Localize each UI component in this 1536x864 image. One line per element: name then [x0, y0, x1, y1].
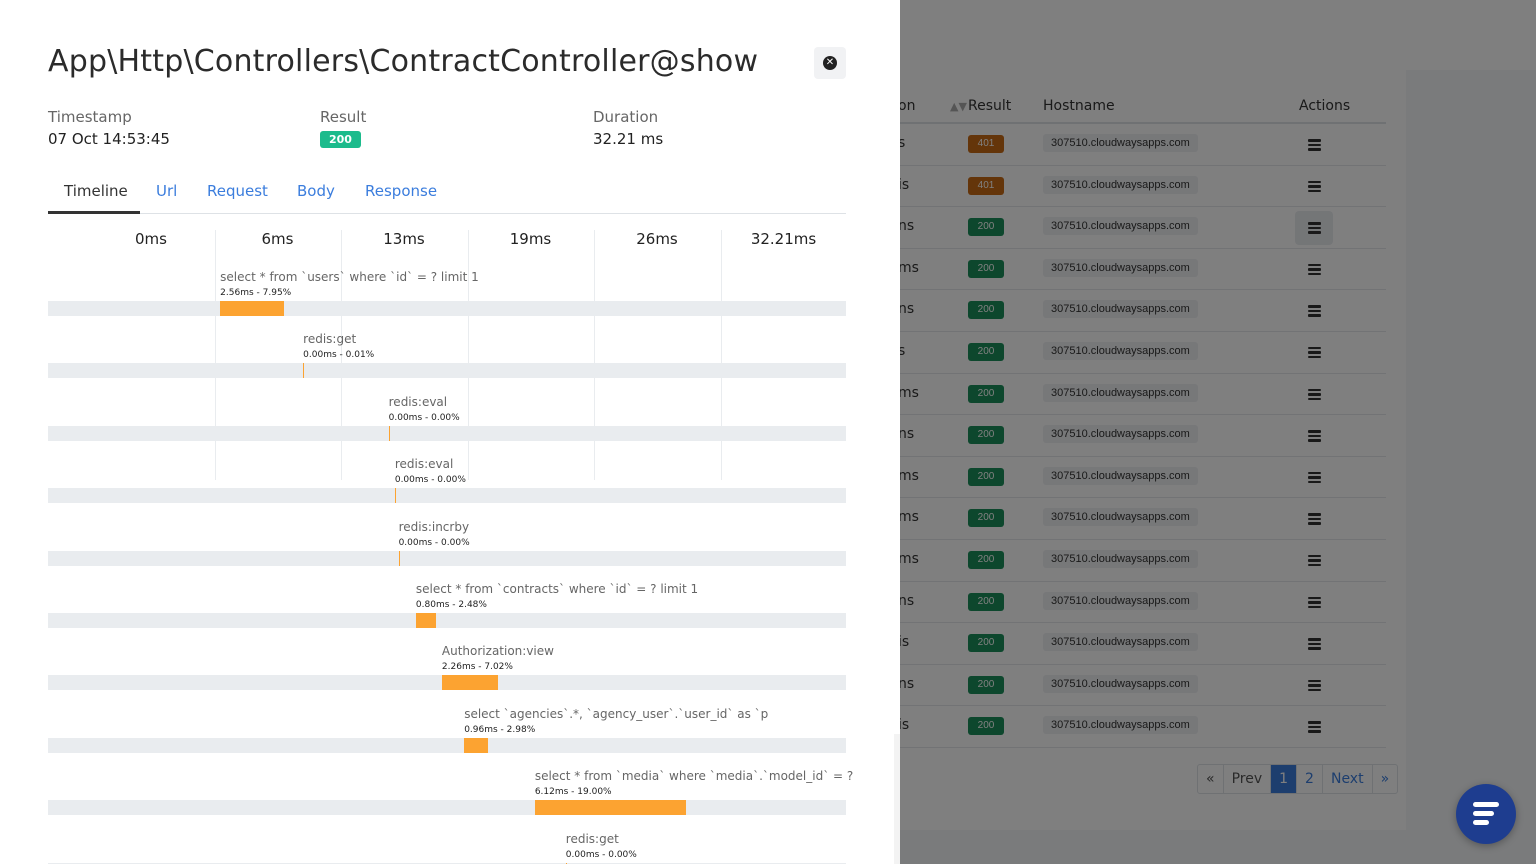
span-time: 0.96ms - 2.98% [464, 724, 536, 735]
duration-label: Duration [593, 108, 659, 126]
timestamp-value: 07 Oct 14:53:45 [48, 130, 170, 148]
span-track [48, 425, 846, 441]
timeline-gridline [467, 230, 469, 480]
timeline-axis-tick: 13ms [383, 230, 425, 248]
status-badge: 200 [320, 131, 361, 148]
span-track [48, 613, 846, 628]
span-track [48, 301, 846, 316]
span-track [48, 488, 846, 504]
span-track [48, 550, 846, 566]
timeline-span: select * from `media` where `media`.`mod… [48, 765, 853, 817]
span-time: 2.26ms - 7.02% [441, 662, 513, 673]
active-tab-indicator [48, 211, 140, 214]
tab-timeline[interactable]: Timeline [64, 182, 128, 200]
timeline-span: select `agencies`.*, `agency_user`.`user… [48, 703, 846, 755]
timeline-axis-tick: 19ms [509, 230, 552, 248]
timeline-axis-tick: 26ms [636, 230, 678, 248]
span-label: select * from `contracts` where `id` = ?… [415, 582, 699, 596]
result-field: Result 200 [320, 108, 366, 148]
span-label: redis:get [303, 332, 357, 347]
span-bar[interactable] [303, 363, 305, 379]
span-bar[interactable] [441, 675, 498, 691]
span-bar[interactable] [415, 613, 436, 628]
result-label: Result [320, 108, 367, 126]
span-track [48, 737, 846, 753]
tab-body[interactable]: Body [297, 182, 335, 200]
span-bar[interactable] [534, 800, 687, 816]
span-bar[interactable] [220, 301, 284, 316]
tab-url[interactable]: Url [156, 182, 178, 200]
timeline-span: select * from `contracts` where `id` = ?… [48, 578, 846, 630]
span-track [48, 800, 846, 816]
close-icon: ✕ [823, 56, 837, 70]
timeline-span: redis:get 0.00ms - 0.01% [48, 328, 846, 380]
scrollbar-thumb[interactable] [894, 0, 900, 734]
span-bar[interactable] [388, 425, 390, 441]
timeline-span: select * from `users` where `id` = ? lim… [48, 266, 846, 318]
span-bar[interactable] [394, 488, 396, 504]
page-title: App\Http\Controllers\ContractController@… [48, 44, 759, 79]
timeline-span: redis:eval 0.00ms - 0.00% [48, 391, 846, 443]
chat-icon [1473, 802, 1499, 829]
span-track [48, 675, 846, 691]
span-label: select * from `media` where `media`.`mod… [534, 769, 854, 784]
close-button[interactable]: ✕ [814, 47, 846, 79]
chat-launcher-button[interactable] [1456, 784, 1516, 844]
tab-request[interactable]: Request [207, 182, 268, 200]
span-label: redis:eval [394, 457, 454, 472]
timeline-span: redis:eval 0.00ms - 0.00% [48, 453, 846, 505]
span-bar[interactable] [464, 737, 488, 753]
span-time: 0.00ms - 0.00% [394, 475, 466, 486]
timeline-span: redis:incrby 0.00ms - 0.00% [48, 516, 846, 568]
timestamp-field: Timestamp 07 Oct 14:53:45 [48, 108, 170, 148]
timeline-gridline [594, 230, 595, 480]
detail-tabs: Timeline Url Request Body Response [48, 172, 846, 214]
span-time: 6.12ms - 19.00% [534, 787, 612, 798]
span-time: 0.00ms - 0.00% [398, 537, 470, 548]
timeline-span: Authorization:view 2.26ms - 7.02% [48, 640, 846, 692]
span-track [48, 363, 846, 379]
timeline-gridline [720, 230, 722, 480]
panel-scrollbar[interactable] [894, 0, 900, 864]
span-bar[interactable] [398, 550, 400, 566]
span-bar[interactable] [565, 862, 567, 864]
timeline-axis-tick: 0ms [135, 230, 167, 248]
span-time: 0.00ms - 0.01% [303, 350, 375, 361]
span-label: redis:get [565, 831, 619, 846]
span-track [48, 862, 846, 864]
span-time: 2.56ms - 7.95% [220, 288, 292, 298]
timeline-span: redis:get 0.00ms - 0.00% [48, 828, 846, 864]
request-detail-panel: App\Http\Controllers\ContractController@… [48, 44, 854, 864]
span-label: Authorization:view [441, 644, 554, 659]
span-time: 0.00ms - 0.00% [565, 849, 637, 860]
timeline-gridline [341, 230, 342, 480]
span-label: select `agencies`.*, `agency_user`.`user… [464, 706, 769, 721]
span-time: 0.00ms - 0.00% [388, 412, 460, 423]
tab-response[interactable]: Response [365, 182, 438, 200]
span-label: redis:eval [388, 394, 448, 409]
duration-field: Duration 32.21 ms [593, 108, 663, 148]
span-label: select * from `users` where `id` = ? lim… [220, 270, 479, 284]
timestamp-label: Timestamp [48, 108, 132, 126]
span-time: 0.80ms - 2.48% [415, 600, 487, 610]
timeline-axis-tick: 6ms [261, 230, 294, 248]
timeline-axis-tick: 32.21ms [750, 230, 817, 248]
timeline-gridline [214, 230, 216, 480]
span-label: redis:incrby [398, 519, 470, 534]
duration-value: 32.21 ms [593, 130, 664, 148]
